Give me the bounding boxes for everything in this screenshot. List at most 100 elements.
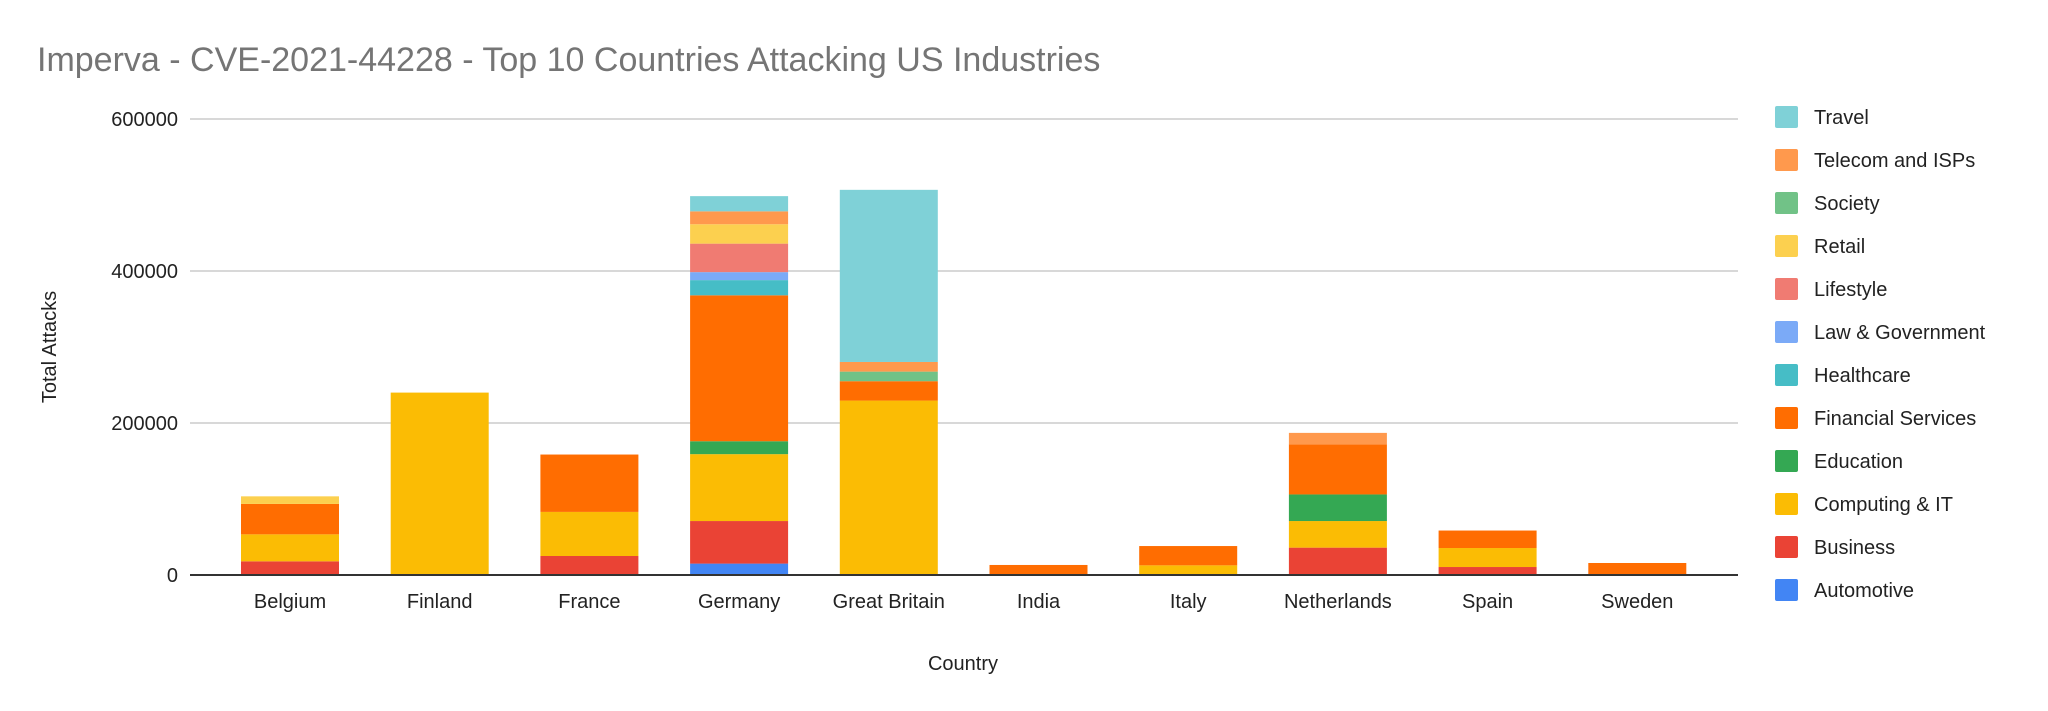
bar-segment <box>839 371 938 382</box>
bar-stack-netherlands <box>1288 432 1387 575</box>
y-tick-label: 600000 <box>111 109 178 131</box>
bar-stack-india <box>989 564 1088 575</box>
legend-label: Telecom and ISPs <box>1814 150 1975 172</box>
bar-segment <box>690 454 789 522</box>
legend-label: Retail <box>1814 236 1865 258</box>
legend-swatch <box>1775 192 1798 214</box>
bar-segment <box>690 295 789 442</box>
legend: Travel Telecom and ISPs Society Retail Lifes… <box>1775 106 1986 602</box>
bar-segment <box>989 564 1088 575</box>
legend-label: Travel <box>1814 107 1869 129</box>
x-tick-label: India <box>1017 591 1061 613</box>
legend-label: Law & Government <box>1814 322 1986 344</box>
legend-item: Society <box>1775 192 1880 215</box>
legend-item: Computing & IT <box>1775 493 1953 516</box>
x-axis-label: Country <box>928 653 998 675</box>
y-tick-label: 200000 <box>111 413 178 435</box>
bar-segment <box>1588 562 1687 575</box>
bar-segment <box>1288 494 1387 522</box>
bar-stack-belgium <box>241 496 339 575</box>
bar-stack-germany <box>690 196 789 575</box>
bar-segment <box>540 454 639 512</box>
legend-item: Telecom and ISPs <box>1775 149 1975 172</box>
bar-segment <box>690 280 789 296</box>
legend-swatch <box>1775 149 1798 171</box>
bar-segment <box>1438 548 1537 568</box>
legend-item: Healthcare <box>1775 364 1911 387</box>
chart-title: Imperva - CVE-2021-44228 - Top 10 Countr… <box>37 41 1100 79</box>
bars <box>241 189 1687 575</box>
legend-swatch <box>1775 407 1798 429</box>
bar-segment <box>390 392 489 575</box>
legend-item: Law & Government <box>1775 321 1986 344</box>
bar-segment <box>690 563 789 575</box>
legend-swatch <box>1775 321 1798 343</box>
legend-label: Society <box>1814 193 1880 215</box>
legend-label: Computing & IT <box>1814 494 1953 516</box>
legend-label: Business <box>1814 537 1895 559</box>
bar-segment <box>690 272 789 281</box>
legend-label: Automotive <box>1814 580 1914 602</box>
legend-item: Education <box>1775 450 1903 473</box>
x-tick-label: Spain <box>1462 591 1513 613</box>
y-axis-label: Total Attacks <box>39 291 61 403</box>
legend-item: Automotive <box>1775 579 1914 602</box>
bar-stack-spain <box>1438 530 1537 575</box>
legend-swatch <box>1775 579 1798 601</box>
x-tick-label: Belgium <box>254 591 326 613</box>
bar-segment <box>1288 432 1387 445</box>
bar-segment <box>690 196 789 212</box>
bar-segment <box>839 400 938 575</box>
bar-stack-great-britain <box>839 189 938 575</box>
x-tick-label: Italy <box>1170 591 1207 613</box>
x-tick-label: Finland <box>407 591 473 613</box>
legend-label: Healthcare <box>1814 365 1911 387</box>
bar-stack-italy <box>1139 546 1238 575</box>
bar-segment <box>1288 521 1387 548</box>
bar-segment <box>1139 546 1238 566</box>
legend-item: Financial Services <box>1775 407 1976 430</box>
bar-segment <box>540 511 639 556</box>
bar-segment <box>1438 567 1537 575</box>
bar-segment <box>241 496 339 504</box>
bar-segment <box>1288 444 1387 495</box>
bar-stack-france <box>540 454 639 575</box>
bar-segment <box>839 381 938 401</box>
bar-stack-sweden <box>1588 562 1687 575</box>
bar-segment <box>690 211 789 225</box>
bar-segment <box>690 243 789 273</box>
bar-segment <box>690 521 789 564</box>
legend-swatch <box>1775 106 1798 128</box>
x-tick-label: Germany <box>698 591 780 613</box>
legend-swatch <box>1775 235 1798 257</box>
legend-swatch <box>1775 536 1798 558</box>
legend-swatch <box>1775 450 1798 472</box>
legend-swatch <box>1775 364 1798 386</box>
x-axis-ticks: Belgium Finland France Germany Great Britain… <box>254 591 1674 613</box>
x-tick-label: Netherlands <box>1284 591 1392 613</box>
bar-segment <box>839 361 938 372</box>
bar-segment <box>241 561 339 575</box>
bar-segment <box>839 189 938 362</box>
bar-segment <box>241 503 339 535</box>
x-tick-label: Sweden <box>1601 591 1673 613</box>
legend-label: Lifestyle <box>1814 279 1887 301</box>
legend-item: Lifestyle <box>1775 278 1887 301</box>
x-tick-label: Great Britain <box>833 591 945 613</box>
bar-segment <box>690 224 789 244</box>
bar-segment <box>540 556 639 575</box>
bar-segment <box>690 441 789 455</box>
legend-swatch <box>1775 278 1798 300</box>
bar-stack-finland <box>390 392 489 575</box>
legend-swatch <box>1775 493 1798 515</box>
legend-label: Financial Services <box>1814 408 1976 430</box>
y-axis-ticks: 0 200000 400000 600000 <box>111 109 178 587</box>
x-tick-label: France <box>558 591 620 613</box>
y-tick-label: 400000 <box>111 261 178 283</box>
bar-segment <box>1438 530 1537 549</box>
gridlines <box>190 118 1738 424</box>
bar-segment <box>241 534 339 562</box>
legend-label: Education <box>1814 451 1903 473</box>
legend-item: Retail <box>1775 235 1865 258</box>
